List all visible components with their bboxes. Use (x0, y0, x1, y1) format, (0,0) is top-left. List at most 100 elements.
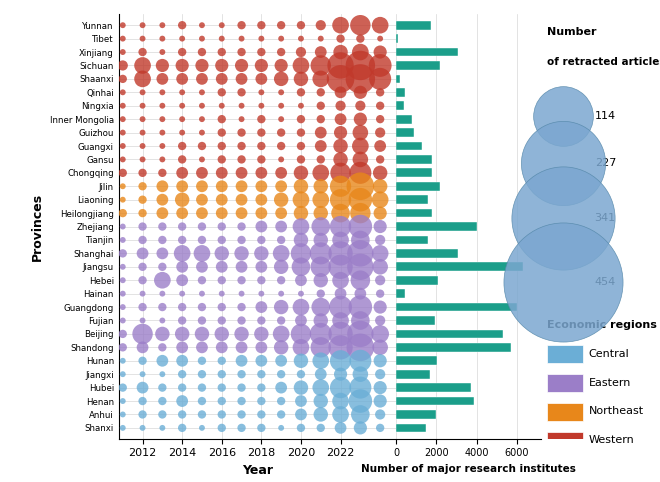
Point (137, 62, 148, 69)
Point (315, 317, 326, 324)
Point (276, 276, 286, 284)
Point (216, 276, 227, 284)
Point (315, 384, 326, 391)
Point (335, 21, 346, 29)
Point (256, 424, 267, 432)
Bar (396, 115, 412, 123)
Point (375, 384, 385, 391)
Bar (396, 397, 474, 405)
Point (157, 236, 168, 244)
Point (355, 357, 366, 364)
Point (177, 317, 187, 324)
Point (375, 196, 385, 203)
Point (256, 21, 267, 29)
Point (296, 89, 306, 96)
Point (315, 303, 326, 311)
Point (117, 317, 128, 324)
Point (236, 102, 247, 109)
Point (375, 102, 385, 109)
Point (276, 209, 286, 217)
Point (117, 62, 128, 69)
Point (355, 102, 366, 109)
Point (276, 250, 286, 257)
Point (137, 411, 148, 418)
Point (117, 156, 128, 163)
Point (236, 290, 247, 297)
Point (157, 250, 168, 257)
Point (236, 424, 247, 432)
Point (236, 303, 247, 311)
Point (335, 411, 346, 418)
Point (276, 182, 286, 190)
Point (137, 236, 148, 244)
Point (256, 102, 267, 109)
Point (276, 48, 286, 56)
Point (236, 397, 247, 405)
Point (355, 303, 366, 311)
Point (315, 250, 326, 257)
Point (256, 236, 267, 244)
Point (177, 102, 187, 109)
Point (315, 424, 326, 432)
Point (315, 62, 326, 69)
Point (335, 263, 346, 271)
Point (256, 35, 267, 42)
Point (335, 236, 346, 244)
Point (355, 169, 366, 177)
Point (197, 303, 207, 311)
Point (296, 330, 306, 338)
Point (177, 75, 187, 83)
Bar (396, 182, 440, 191)
Point (157, 276, 168, 284)
Point (216, 48, 227, 56)
Point (375, 21, 385, 29)
Point (117, 182, 128, 190)
Point (315, 330, 326, 338)
Point (375, 424, 385, 432)
Point (276, 156, 286, 163)
Point (236, 21, 247, 29)
Point (355, 411, 366, 418)
Point (157, 209, 168, 217)
Point (157, 142, 168, 150)
Point (157, 48, 168, 56)
Point (117, 115, 128, 123)
Point (335, 115, 346, 123)
Point (355, 35, 366, 42)
Point (276, 290, 286, 297)
Point (375, 89, 385, 96)
Point (335, 182, 346, 190)
Point (157, 89, 168, 96)
Point (137, 35, 148, 42)
Point (375, 75, 385, 83)
Point (157, 75, 168, 83)
Point (335, 89, 346, 96)
Point (296, 424, 306, 432)
Point (137, 344, 148, 351)
Point (216, 330, 227, 338)
Point (157, 196, 168, 203)
Point (315, 276, 326, 284)
Text: 341: 341 (595, 213, 616, 223)
Point (137, 384, 148, 391)
Point (355, 89, 366, 96)
Point (236, 330, 247, 338)
Point (137, 276, 148, 284)
Point (197, 115, 207, 123)
Point (256, 129, 267, 136)
Point (236, 209, 247, 217)
Point (256, 411, 267, 418)
Point (216, 317, 227, 324)
Point (315, 344, 326, 351)
Point (157, 411, 168, 418)
Point (177, 62, 187, 69)
Point (216, 75, 227, 83)
Point (256, 303, 267, 311)
Point (236, 129, 247, 136)
Point (117, 344, 128, 351)
Point (296, 236, 306, 244)
Point (197, 370, 207, 378)
Point (117, 35, 128, 42)
Point (177, 236, 187, 244)
Point (256, 89, 267, 96)
